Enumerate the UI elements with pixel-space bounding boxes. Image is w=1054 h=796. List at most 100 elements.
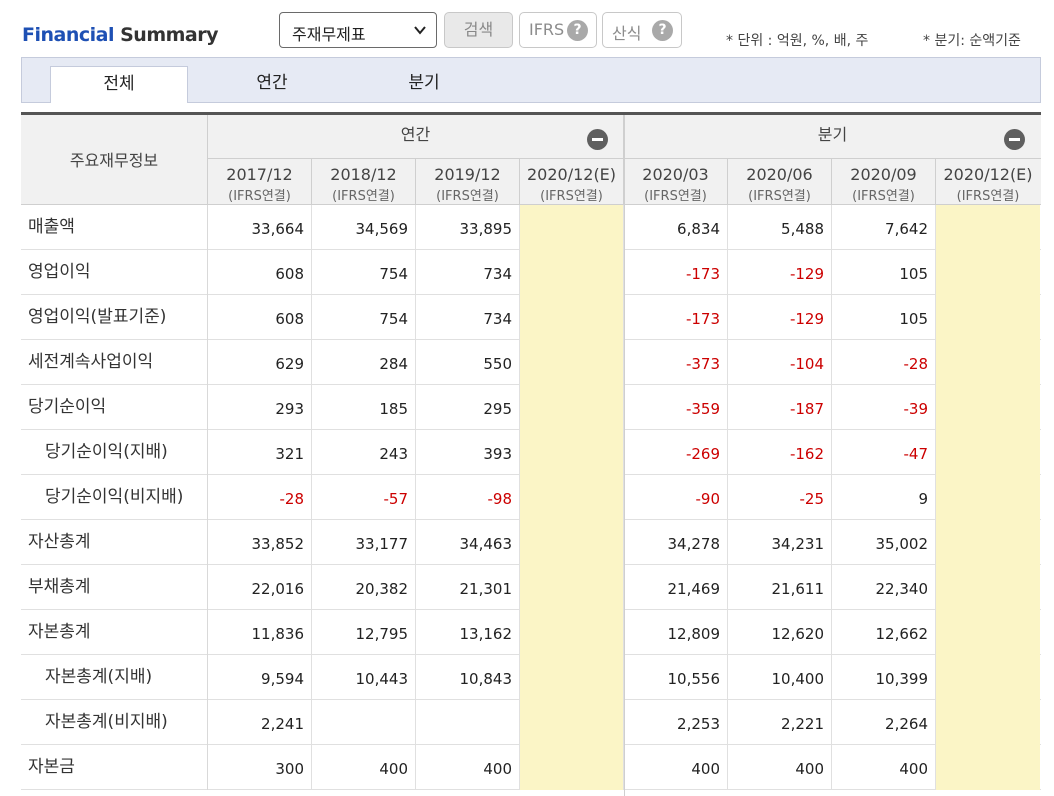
value-cell: 400 <box>728 745 832 790</box>
formula-help-button[interactable]: 산식 ? <box>602 12 682 48</box>
value-cell: 21,611 <box>728 565 832 610</box>
value-cell <box>520 340 624 385</box>
value-cell <box>936 475 1040 520</box>
value-cell <box>520 565 624 610</box>
value-cell: 7,642 <box>832 205 936 250</box>
value-cell: 243 <box>312 430 416 475</box>
table-row: 영업이익(발표기준) 608 754 734 -173 -129 105 <box>21 295 1041 340</box>
value-cell: 12,620 <box>728 610 832 655</box>
value-cell: 10,843 <box>416 655 520 700</box>
value-cell: 33,664 <box>208 205 312 250</box>
collapse-quarterly-icon[interactable] <box>1004 129 1025 150</box>
value-cell: 608 <box>208 295 312 340</box>
value-cell: -173 <box>624 295 728 340</box>
value-cell <box>312 700 416 745</box>
value-cell: 295 <box>416 385 520 430</box>
value-cell <box>520 475 624 520</box>
period-standard: (IFRS연결) <box>228 189 291 204</box>
value-cell: 33,895 <box>416 205 520 250</box>
value-cell <box>936 340 1040 385</box>
value-cell: 12,662 <box>832 610 936 655</box>
value-cell: 6,834 <box>624 205 728 250</box>
period-standard: (IFRS연결) <box>748 189 811 204</box>
value-cell <box>936 385 1040 430</box>
value-cell <box>520 205 624 250</box>
period-date: 2018/12 <box>330 165 397 184</box>
group-quarterly: 분기 <box>624 115 1041 159</box>
search-button[interactable]: 검색 <box>444 12 513 48</box>
tab-annual[interactable]: 연간 <box>256 73 288 93</box>
corner-label: 주요재무정보 <box>21 115 208 205</box>
value-cell: 10,556 <box>624 655 728 700</box>
table-row: 세전계속사업이익 629 284 550 -373 -104 -28 <box>21 340 1041 385</box>
ifrs-help-button[interactable]: IFRS ? <box>519 12 597 48</box>
table-row: 부채총계 22,016 20,382 21,301 21,469 21,611 22,340 <box>21 565 1041 610</box>
value-cell <box>936 565 1040 610</box>
value-cell: -129 <box>728 295 832 340</box>
period-date: 2020/12(E) <box>943 165 1033 184</box>
value-cell: 9 <box>832 475 936 520</box>
row-label: 세전계속사업이익 <box>21 340 208 385</box>
value-cell: -98 <box>416 475 520 520</box>
value-cell: 629 <box>208 340 312 385</box>
value-cell <box>520 700 624 745</box>
value-cell <box>936 250 1040 295</box>
value-cell <box>520 295 624 340</box>
period-header: 2020/12(E) (IFRS연결) <box>520 159 624 205</box>
table-row: 당기순이익(비지배) -28 -57 -98 -90 -25 9 <box>21 475 1041 520</box>
value-cell <box>520 250 624 295</box>
value-cell <box>936 205 1040 250</box>
value-cell: 22,340 <box>832 565 936 610</box>
value-cell: 2,241 <box>208 700 312 745</box>
value-cell: 105 <box>832 295 936 340</box>
ifrs-label: IFRS <box>529 20 565 39</box>
tab-quarterly[interactable]: 분기 <box>408 73 440 93</box>
value-cell: -28 <box>208 475 312 520</box>
statement-type-select[interactable]: 주재무제표 <box>279 12 437 48</box>
row-label: 부채총계 <box>21 565 208 610</box>
row-label: 자본총계 <box>21 610 208 655</box>
value-cell: 34,463 <box>416 520 520 565</box>
value-cell: 608 <box>208 250 312 295</box>
value-cell: 393 <box>416 430 520 475</box>
value-cell: 400 <box>624 745 728 790</box>
value-cell: 550 <box>416 340 520 385</box>
table-header: 주요재무정보 연간 분기 2017/12 (IFRS연결) 2018/12 (IFRS… <box>21 115 1041 205</box>
financial-summary-table: 주요재무정보 연간 분기 2017/12 (IFRS연결) 2018/12 (IFRS… <box>21 112 1041 796</box>
value-cell: 5,488 <box>728 205 832 250</box>
row-label: 자본금 <box>21 745 208 790</box>
value-cell: -359 <box>624 385 728 430</box>
row-label: 당기순이익(비지배) <box>21 475 208 520</box>
tab-all[interactable]: 전체 <box>50 66 188 103</box>
value-cell: -162 <box>728 430 832 475</box>
period-standard: (IFRS연결) <box>332 189 395 204</box>
period-header: 2017/12 (IFRS연결) <box>208 159 312 205</box>
period-header: 2018/12 (IFRS연결) <box>312 159 416 205</box>
value-cell: -129 <box>728 250 832 295</box>
period-standard: (IFRS연결) <box>852 189 915 204</box>
value-cell: 10,443 <box>312 655 416 700</box>
collapse-annual-icon[interactable] <box>587 129 608 150</box>
group-divider <box>624 115 625 796</box>
value-cell: -90 <box>624 475 728 520</box>
period-date: 2020/06 <box>746 165 813 184</box>
statement-type-value: 주재무제표 <box>292 25 366 44</box>
value-cell: 754 <box>312 295 416 340</box>
row-label: 당기순이익(지배) <box>21 430 208 475</box>
value-cell: 21,469 <box>624 565 728 610</box>
table-row: 자본총계 11,836 12,795 13,162 12,809 12,620 12,662 <box>21 610 1041 655</box>
value-cell: 34,569 <box>312 205 416 250</box>
value-cell: 754 <box>312 250 416 295</box>
value-cell: -47 <box>832 430 936 475</box>
period-standard: (IFRS연결) <box>540 189 603 204</box>
value-cell <box>416 700 520 745</box>
value-cell: -28 <box>832 340 936 385</box>
value-cell: -39 <box>832 385 936 430</box>
formula-label: 산식 <box>612 24 642 43</box>
value-cell: 13,162 <box>416 610 520 655</box>
row-label: 당기순이익 <box>21 385 208 430</box>
value-cell: 33,852 <box>208 520 312 565</box>
value-cell: 293 <box>208 385 312 430</box>
unit-note: * 단위 : 억원, %, 배, 주 <box>726 33 869 49</box>
value-cell <box>936 295 1040 340</box>
